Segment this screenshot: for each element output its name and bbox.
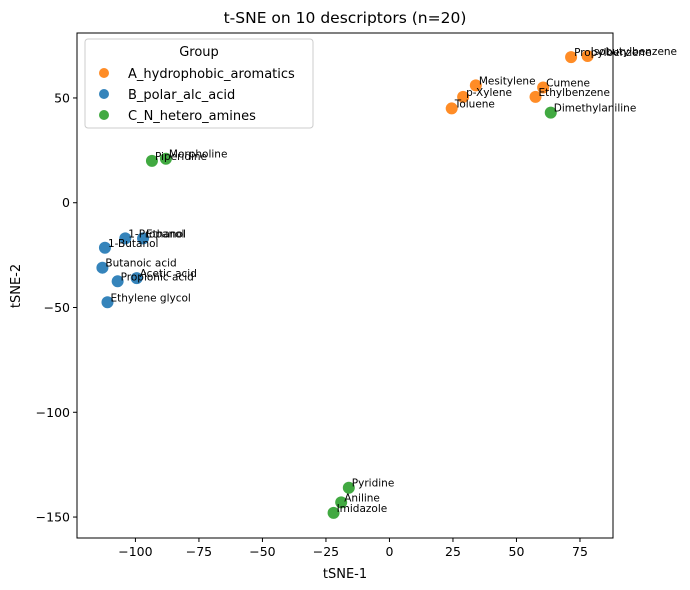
data-point <box>98 241 111 254</box>
legend-marker <box>99 110 109 120</box>
data-point <box>457 90 470 103</box>
point-label: Mesitylene <box>479 75 536 87</box>
point-label: Ethanol <box>146 228 186 240</box>
data-point <box>537 81 550 94</box>
data-point <box>111 275 124 288</box>
data-point <box>130 272 143 285</box>
legend-marker <box>99 89 109 99</box>
point-label: Pyridine <box>352 478 394 490</box>
point-label: Imidazole <box>337 503 388 515</box>
y-axis-label: tSNE-2 <box>9 264 24 308</box>
data-point <box>342 481 355 494</box>
x-axis-label: tSNE-1 <box>323 567 367 582</box>
data-point <box>119 232 132 245</box>
legend-marker <box>99 68 109 78</box>
x-tick-label: −75 <box>186 544 212 559</box>
point-label: p-Xylene <box>466 87 512 99</box>
point-label: Piperidine <box>155 151 207 163</box>
point-label: Butanoic acid <box>105 258 176 270</box>
point-label: Propionic acid <box>121 271 194 283</box>
x-tick-label: −100 <box>118 544 152 559</box>
legend-title: Group <box>179 45 219 60</box>
x-axis: −100 −75 −50 −25 0 25 50 75 <box>118 538 588 559</box>
y-tick-label: −50 <box>44 300 70 315</box>
point-label: Acetic acid <box>140 268 197 280</box>
data-point <box>581 50 594 63</box>
legend: Group A_hydrophobic_aromatics B_polar_alc… <box>84 38 314 129</box>
x-tick-label: −50 <box>249 544 275 559</box>
data-point <box>137 232 150 245</box>
point-label: Ethylbenzene <box>539 87 610 99</box>
point-label: Aniline <box>344 492 380 504</box>
data-point <box>96 261 109 274</box>
point-label: Dimethylaniline <box>554 103 637 115</box>
point-label: Ethylene glycol <box>110 292 190 304</box>
legend-label: A_hydrophobic_aromatics <box>128 67 295 82</box>
chart-title: t-SNE on 10 descriptors (n=20) <box>224 9 467 27</box>
point-label: Cumene <box>546 77 590 89</box>
data-point <box>101 296 114 309</box>
point-labels-layer: PropylbenzeneIsobutylbenzeneMesitylenep-… <box>105 46 677 515</box>
data-point <box>529 90 542 103</box>
y-tick-label: 0 <box>62 195 70 210</box>
data-point <box>335 496 348 509</box>
data-point <box>145 154 158 167</box>
points-layer <box>96 50 594 519</box>
point-label: Isobutylbenzene <box>591 46 677 58</box>
x-tick-label: −25 <box>313 544 339 559</box>
y-axis: 50 0 −50 −100 −150 <box>36 90 77 525</box>
y-tick-label: −150 <box>36 510 70 525</box>
point-label: Toluene <box>454 98 495 110</box>
legend-label: B_polar_alc_acid <box>128 88 235 103</box>
x-tick-label: 50 <box>509 544 525 559</box>
x-tick-label: 25 <box>445 544 461 559</box>
legend-label: C_N_hetero_amines <box>128 109 256 124</box>
point-label: 1-Butanol <box>108 238 159 250</box>
data-point <box>565 51 578 64</box>
y-tick-label: 50 <box>54 90 70 105</box>
data-point <box>445 102 458 115</box>
legend-box <box>84 38 314 129</box>
x-tick-label: 75 <box>572 544 588 559</box>
data-point <box>159 152 172 165</box>
point-label: 1-Propanol <box>128 228 184 240</box>
legend-items: A_hydrophobic_aromatics B_polar_alc_acid C… <box>99 67 295 124</box>
data-point <box>469 79 482 92</box>
data-point <box>544 106 557 119</box>
data-point <box>327 506 340 519</box>
x-tick-label: 0 <box>385 544 393 559</box>
y-tick-label: −100 <box>36 405 70 420</box>
point-label: Morpholine <box>169 149 228 161</box>
plot-frame <box>76 32 614 539</box>
